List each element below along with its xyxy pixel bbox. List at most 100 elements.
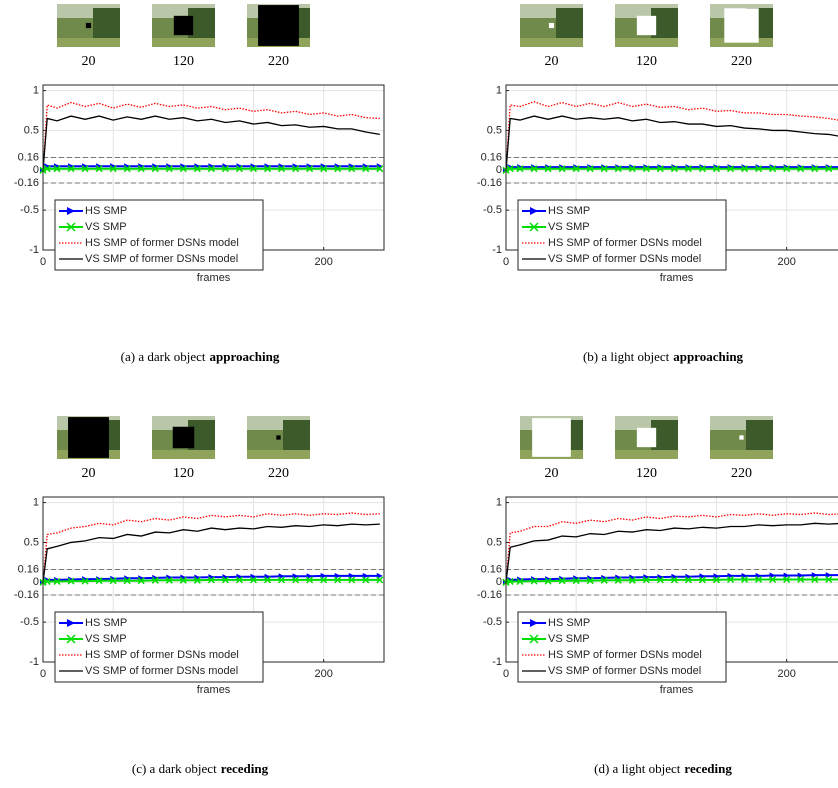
y-tick-label: -0.5 [483,204,502,216]
thumbnail-grass [520,38,583,47]
y-tick-label: -0.16 [477,177,502,189]
thumbnail-grass [152,38,215,47]
legend-label: VS SMP [85,221,127,233]
legend-label: VS SMP [548,221,590,233]
occluder [276,435,280,439]
legend-label: HS SMP [548,617,590,629]
legend-label: HS SMP of former DSNs model [548,649,702,661]
frame-label: 220 [268,466,289,481]
caption-text: (a) a dark object [121,349,206,364]
legend-label: VS SMP of former DSNs model [548,253,701,265]
legend-label: VS SMP [548,633,590,645]
y-tick-label: -1 [29,656,39,668]
x-tick-label: 0 [40,668,46,680]
legend-label: VS SMP of former DSNs model [548,665,701,677]
y-tick-label: 0 [33,164,39,176]
panel: 20120220050100150200-1-0.5-0.1600.160.51… [0,0,419,376]
caption: (a) a dark objectapproaching [121,349,280,364]
x-tick-label: 200 [314,668,332,680]
legend-label: VS SMP of former DSNs model [85,665,238,677]
y-tick-label: -1 [492,244,502,256]
caption-text: (b) a light object [583,349,670,364]
frame-label: 220 [731,466,752,481]
frame-label: 20 [545,54,559,69]
occluder [174,16,193,35]
caption-emphasis: receding [684,761,732,776]
y-tick-label: -1 [492,656,502,668]
y-tick-label: 0.5 [487,124,502,136]
legend-label: HS SMP [548,205,590,217]
legend-label: VS SMP of former DSNs model [85,253,238,265]
panel: 20120220050100150200-1-0.5-0.1600.160.51… [0,412,419,788]
legend-label: HS SMP [85,205,127,217]
y-tick-label: 0.5 [487,536,502,548]
y-tick-label: 0.16 [481,151,502,163]
frame-label: 120 [636,54,657,69]
y-tick-label: 0 [496,164,502,176]
x-tick-label: 0 [503,668,509,680]
y-tick-label: 1 [33,84,39,96]
occluder [258,5,299,46]
frame-label: 120 [173,54,194,69]
thumbnail-grass [615,450,678,459]
y-tick-label: 0.16 [18,151,39,163]
thumbnail-grass [57,38,120,47]
y-tick-label: -0.16 [14,589,39,601]
thumbnail-foliage [93,8,120,38]
x-axis-label: frames [660,272,694,284]
caption-text: (c) a dark object [132,761,217,776]
frame-label: 120 [636,466,657,481]
y-tick-label: 1 [496,496,502,508]
x-tick-label: 200 [777,256,795,268]
caption-text: (d) a light object [594,761,681,776]
thumbnail-foliage [283,420,310,450]
y-tick-label: -0.16 [14,177,39,189]
legend-label: HS SMP of former DSNs model [548,237,702,249]
occluder [637,16,656,35]
legend-label: HS SMP of former DSNs model [85,237,239,249]
occluder [68,417,109,458]
legend-label: VS SMP [85,633,127,645]
occluder [173,427,195,449]
caption-emphasis: receding [221,761,269,776]
legend-label: HS SMP [85,617,127,629]
occluder [724,8,758,42]
occluder [532,418,571,457]
frame-label: 20 [82,54,96,69]
x-axis-label: frames [197,272,231,284]
thumbnail-grass [247,450,310,459]
y-tick-label: 0.16 [481,563,502,575]
thumbnail-grass [152,450,215,459]
x-tick-label: 200 [777,668,795,680]
y-tick-label: 1 [33,496,39,508]
thumbnail-foliage [556,8,583,38]
x-tick-label: 0 [503,256,509,268]
caption: (c) a dark object receding [132,761,269,776]
caption-emphasis: approaching [209,349,279,364]
occluder [549,23,554,28]
thumbnail-grass [710,450,773,459]
occluder [86,23,91,28]
y-tick-label: -0.16 [477,589,502,601]
figure: 20120220050100150200-1-0.5-0.1600.160.51… [0,0,838,788]
x-tick-label: 200 [314,256,332,268]
y-tick-label: 0.5 [24,536,39,548]
y-tick-label: -0.5 [483,616,502,628]
occluder [637,428,656,447]
panel: 20120220050100150200-1-0.5-0.1600.160.51… [463,0,838,376]
frame-label: 20 [545,466,559,481]
y-tick-label: 0 [33,576,39,588]
frame-label: 220 [268,54,289,69]
thumbnail-grass [615,38,678,47]
y-tick-label: -1 [29,244,39,256]
y-tick-label: -0.5 [20,616,39,628]
x-tick-label: 0 [40,256,46,268]
y-tick-label: -0.5 [20,204,39,216]
y-tick-label: 0.5 [24,124,39,136]
caption: (b) a light objectapproaching [583,349,744,364]
frame-label: 120 [173,466,194,481]
caption-emphasis: approaching [673,349,743,364]
panel: 20120220050100150200-1-0.5-0.1600.160.51… [463,412,838,788]
frame-label: 20 [82,466,96,481]
frame-label: 220 [731,54,752,69]
